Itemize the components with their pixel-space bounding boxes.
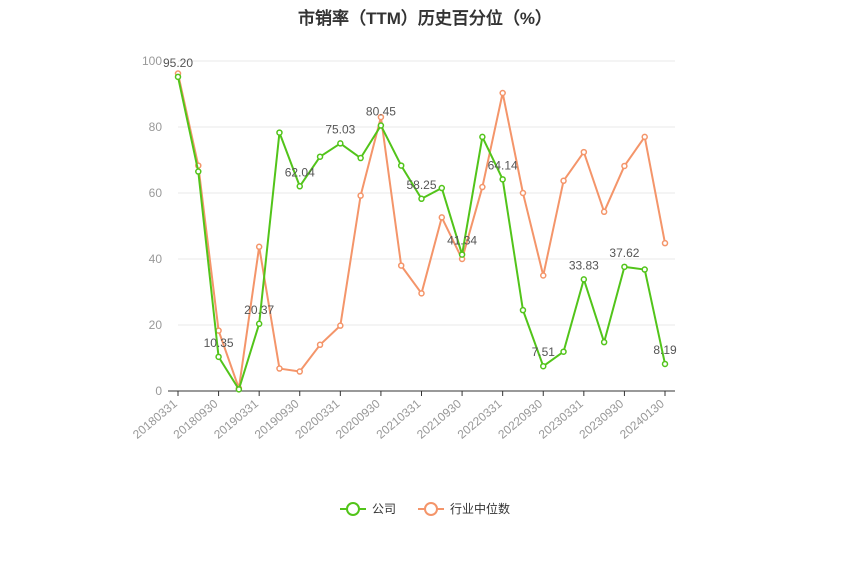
- chart-title: 市销率（TTM）历史百分位（%）: [297, 9, 553, 28]
- data-point[interactable]: [661, 360, 669, 368]
- y-tick-label: 40: [149, 252, 163, 266]
- data-point[interactable]: [479, 183, 486, 191]
- legend: 公司 行业中位数: [0, 500, 850, 517]
- legend-item-1[interactable]: 行业中位数: [418, 500, 510, 517]
- data-point[interactable]: [641, 133, 648, 141]
- data-point[interactable]: [600, 208, 608, 216]
- data-label: 10.35: [204, 336, 234, 350]
- data-point[interactable]: [560, 177, 567, 185]
- data-point[interactable]: [195, 168, 202, 175]
- data-label: 8.19: [653, 343, 677, 357]
- legend-swatch: [339, 501, 366, 516]
- data-label: 33.83: [569, 258, 599, 272]
- data-label: 7.51: [532, 345, 556, 359]
- y-tick-label: 20: [149, 318, 163, 332]
- data-point[interactable]: [276, 129, 283, 136]
- data-point[interactable]: [357, 192, 364, 199]
- data-point[interactable]: [479, 133, 486, 141]
- data-point[interactable]: [397, 262, 405, 269]
- data-point[interactable]: [418, 290, 425, 297]
- data-label: 41.34: [447, 234, 477, 248]
- legend-swatch: [418, 501, 444, 516]
- data-label: 58.25: [406, 178, 436, 192]
- data-point[interactable]: [255, 320, 263, 328]
- x-tick-label: 20240130: [617, 396, 667, 441]
- data-point[interactable]: [316, 341, 324, 349]
- series-layer: [174, 70, 669, 393]
- data-point[interactable]: [316, 153, 324, 160]
- data-point[interactable]: [641, 266, 648, 273]
- data-label: 64.14: [488, 158, 518, 172]
- data-point[interactable]: [519, 189, 527, 197]
- data-point[interactable]: [377, 122, 385, 129]
- data-label: 62.04: [285, 165, 315, 179]
- data-point[interactable]: [377, 113, 385, 121]
- data-label-layer: 95.20 10.35 20.37 62.04 75.03 80.45 58.25 41.34…: [163, 56, 677, 359]
- data-point[interactable]: [661, 239, 669, 247]
- y-tick-label: 80: [149, 120, 163, 134]
- data-point[interactable]: [397, 162, 405, 169]
- data-point[interactable]: [296, 183, 303, 190]
- data-point[interactable]: [540, 272, 547, 279]
- data-point[interactable]: [600, 338, 608, 346]
- data-point[interactable]: [296, 368, 303, 375]
- data-point[interactable]: [499, 89, 506, 97]
- grid-layer: [178, 60, 675, 326]
- data-point[interactable]: [540, 362, 547, 370]
- data-point[interactable]: [255, 243, 263, 251]
- data-point[interactable]: [621, 162, 628, 170]
- y-tick-label: 100: [142, 54, 162, 68]
- series-line-1: [177, 73, 666, 390]
- data-point[interactable]: [499, 176, 506, 183]
- data-point[interactable]: [621, 263, 628, 271]
- data-point[interactable]: [276, 365, 283, 372]
- data-point[interactable]: [337, 140, 344, 147]
- data-point[interactable]: [580, 276, 588, 283]
- series-line-0: [177, 76, 666, 391]
- data-point[interactable]: [438, 214, 446, 221]
- y-tick-label: 60: [149, 186, 163, 200]
- data-point[interactable]: [458, 251, 466, 258]
- legend-label: 行业中位数: [450, 502, 511, 516]
- data-point[interactable]: [174, 73, 182, 81]
- data-point[interactable]: [357, 154, 364, 162]
- legend-item-0[interactable]: 公司: [339, 500, 396, 517]
- data-label: 37.62: [609, 246, 639, 260]
- data-point[interactable]: [337, 322, 344, 329]
- data-point[interactable]: [438, 184, 446, 192]
- data-point[interactable]: [580, 148, 588, 156]
- data-point[interactable]: [235, 386, 243, 393]
- data-label: 95.20: [163, 56, 193, 70]
- axis-layer: 0204060801002018033120180930201903312019…: [130, 54, 675, 442]
- y-tick-label: 0: [155, 384, 162, 398]
- data-point[interactable]: [418, 195, 425, 203]
- data-point[interactable]: [560, 348, 567, 355]
- legend-label: 公司: [371, 502, 396, 516]
- data-point[interactable]: [215, 353, 222, 361]
- data-point[interactable]: [519, 306, 527, 314]
- data-label: 80.45: [366, 105, 396, 119]
- data-label: 75.03: [325, 122, 355, 136]
- data-label: 20.37: [244, 303, 274, 317]
